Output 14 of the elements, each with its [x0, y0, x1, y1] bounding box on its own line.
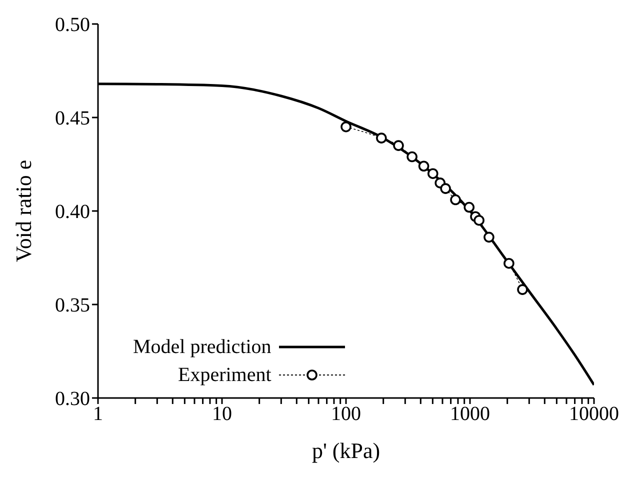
- legend-label: Experiment: [178, 364, 272, 386]
- x-tick-label: 1000: [450, 403, 490, 426]
- y-tick-label: 0.40: [55, 201, 90, 224]
- y-tick-label: 0.50: [55, 14, 90, 36]
- x-tick-label: 100: [331, 403, 361, 426]
- x-tick-label: 1: [93, 403, 103, 426]
- y-axis-title: Void ratio e: [10, 160, 36, 262]
- y-tick-label: 0.45: [55, 108, 90, 130]
- x-tick-label: 10: [212, 403, 232, 426]
- x-tick-label: 10000: [569, 403, 619, 426]
- x-axis-title: p' (kPa): [312, 438, 380, 463]
- y-tick-label: 0.30: [55, 388, 90, 410]
- legend-label: Model prediction: [133, 336, 272, 358]
- y-tick-label: 0.35: [55, 294, 90, 317]
